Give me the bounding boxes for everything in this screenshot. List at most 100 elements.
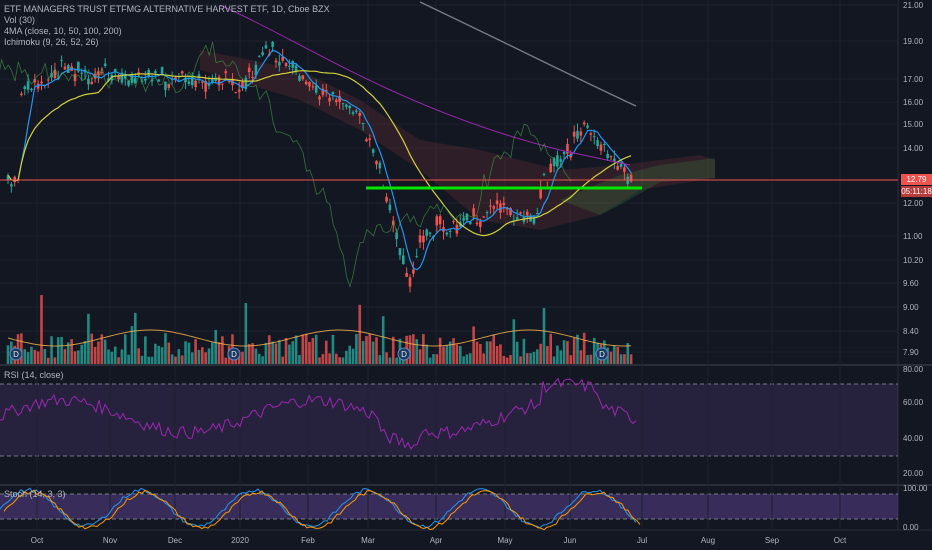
volume-bar [572, 337, 576, 364]
candle [46, 79, 50, 81]
volume-bar [613, 345, 616, 364]
candle [519, 212, 522, 214]
rsi-axis-label: 60.00 [903, 398, 924, 407]
volume-bar [455, 344, 459, 364]
candle [100, 72, 104, 74]
volume-bar [532, 351, 536, 364]
candle [388, 204, 392, 211]
volume-bar [107, 349, 110, 364]
volume-bar [445, 345, 449, 364]
candle [294, 65, 298, 72]
volume-bar [257, 353, 261, 364]
volume-bar [291, 341, 295, 364]
volume-bar [70, 339, 73, 364]
candle [281, 56, 284, 61]
volume-bar [512, 319, 516, 364]
candle [599, 144, 603, 151]
volume-bar [150, 356, 154, 364]
volume-bar [73, 351, 77, 364]
volume-bar [154, 343, 157, 364]
time-axis-label: Apr [430, 536, 443, 545]
volume-bar [341, 357, 345, 364]
volume-bar [201, 347, 204, 364]
volume-bar [83, 341, 87, 364]
candle [20, 93, 23, 96]
volume-bar [331, 334, 335, 364]
volume-bar [314, 334, 318, 364]
volume-bar [328, 353, 331, 364]
time-axis-label: 2020 [231, 536, 249, 545]
volume-bar [525, 353, 529, 364]
volume-bar [529, 353, 532, 364]
candle [257, 56, 261, 58]
ichimoku-indicator-label[interactable]: Ichimoku (9, 26, 52, 26) [4, 37, 99, 47]
time-axis-label: Jul [637, 536, 647, 545]
volume-bar [458, 345, 462, 364]
candle [304, 81, 308, 85]
rsi-line [0, 377, 637, 450]
volume-bar [539, 343, 542, 364]
volume-bar [247, 343, 251, 364]
moving-average-indicator-label[interactable]: 4MA (close, 10, 50, 100, 200) [4, 26, 122, 36]
volume-bar [281, 356, 284, 364]
volume-bar [40, 295, 43, 364]
volume-bar [579, 350, 583, 364]
candle [201, 81, 204, 83]
candle [224, 71, 228, 74]
volume-bar [318, 357, 321, 364]
candle [445, 232, 449, 235]
volume-bar [586, 355, 589, 364]
volume-bar [361, 341, 365, 364]
volume-bar [388, 357, 392, 364]
candle [619, 163, 623, 167]
ma-fast-line [7, 49, 632, 271]
candle [227, 81, 231, 83]
price-axis-label: 11.00 [903, 232, 923, 241]
volume-bar [482, 353, 485, 364]
candle [10, 184, 13, 187]
volume-bar [616, 346, 619, 364]
dividend-marker-label: D [231, 350, 237, 359]
volume-bar [365, 336, 368, 364]
volume-bar [355, 333, 358, 364]
candle [475, 222, 479, 225]
dividend-marker [227, 347, 241, 361]
time-axis-label: Mar [361, 536, 375, 545]
volume-bar [348, 345, 351, 364]
volume-bar [264, 342, 268, 364]
candle [455, 224, 459, 234]
candle [348, 105, 351, 109]
volume-indicator-label[interactable]: Vol (30) [4, 15, 36, 25]
candle [318, 96, 321, 100]
rsi-pane-title[interactable]: RSI (14, close) [4, 370, 64, 380]
volume-bar [294, 335, 298, 364]
candle [609, 156, 613, 158]
candle [542, 174, 546, 176]
candle [395, 232, 398, 240]
stoch-axis-label: 100.00 [903, 484, 928, 493]
candle [127, 80, 130, 86]
candle [509, 207, 512, 216]
volume-bar [492, 334, 496, 364]
volume-bar [592, 337, 596, 364]
candle [502, 202, 506, 206]
stoch-pane-title[interactable]: Stoch (14, 3, 3) [4, 489, 66, 499]
candle [247, 67, 251, 73]
time-axis-label: May [497, 536, 512, 545]
volume-bar [422, 334, 425, 364]
candle [26, 81, 30, 90]
volume-bar [251, 343, 254, 364]
volume-bar [335, 353, 338, 364]
time-axis-label: Nov [103, 536, 117, 545]
ichimoku-lagging-span [0, 41, 572, 288]
volume-bar [519, 356, 522, 364]
candle [33, 79, 37, 83]
candle [298, 75, 301, 81]
candle [274, 60, 278, 63]
volume-bar [311, 337, 315, 364]
symbol-title[interactable]: ETF MANAGERS TRUST ETFMG ALTERNATIVE HAR… [4, 4, 330, 14]
candle [197, 74, 201, 78]
candle [207, 83, 211, 86]
candle [157, 79, 161, 82]
